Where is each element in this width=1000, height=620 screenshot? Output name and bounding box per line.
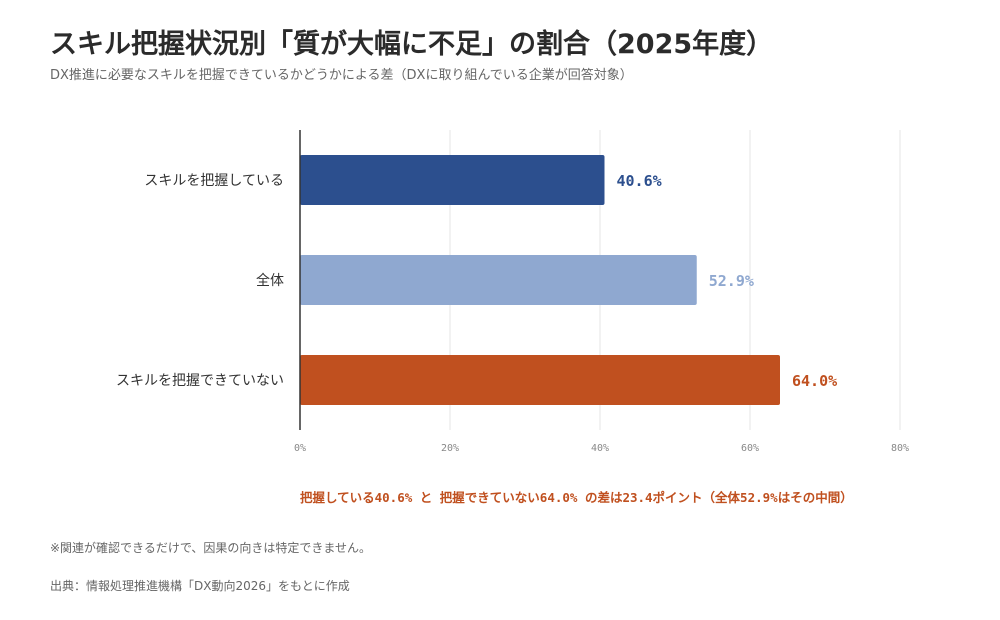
value-label-0: 40.6% [617,172,662,190]
bar-1 [300,255,697,305]
difference-note: 把握している40.6% と 把握できていない64.0% の差は23.4ポイント（… [300,490,853,505]
value-label-2: 64.0% [792,372,837,390]
chart-subtitle: DX推進に必要なスキルを把握できているかどうかによる差（DXに取り組んでいる企業… [50,68,633,83]
source-citation: 出典：情報処理推進機構「DX動向2026」をもとに作成 [50,579,350,593]
x-tick-label-60: 60% [741,443,759,454]
value-label-1: 52.9% [709,272,754,290]
chart-title: スキル把握状況別「質が大幅に不足」の割合（2025年度） [50,29,774,60]
bar-0 [300,155,605,205]
x-tick-label-0: 0% [294,443,306,454]
category-label-0: スキルを把握している [144,173,284,189]
x-tick-label-20: 20% [441,443,459,454]
category-label-1: 全体 [256,272,284,289]
x-tick-label-80: 80% [891,443,909,454]
bar-2 [300,355,780,405]
category-label-2: スキルを把握できていない [116,373,284,389]
x-tick-label-40: 40% [591,443,609,454]
footnote: ※関連が確認できるだけで、因果の向きは特定できません。 [50,541,371,555]
